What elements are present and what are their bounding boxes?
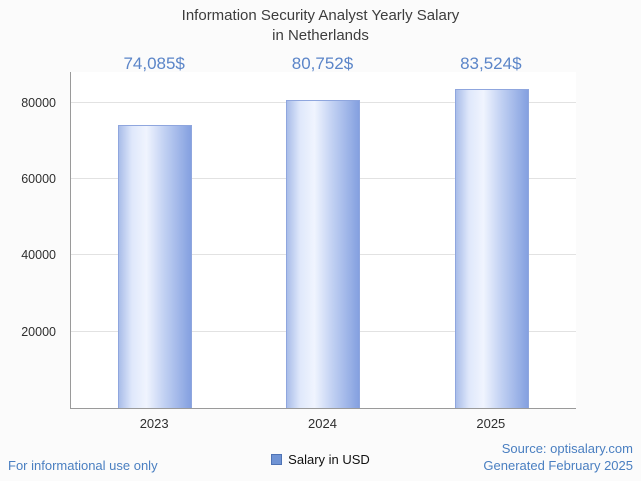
chart-title-line1: Information Security Analyst Yearly Sala…: [181, 7, 460, 24]
legend-label: Salary in USD: [288, 452, 370, 467]
value-label: 83,524$: [460, 54, 522, 73]
y-tick-label: 40000: [21, 248, 56, 263]
y-axis-ticks: 20000 40000 60000 80000: [0, 72, 64, 408]
bar-2024[interactable]: [286, 99, 361, 408]
generated-text: Generated February 2025: [483, 458, 633, 474]
bars: [71, 72, 576, 408]
bar-2023[interactable]: [118, 125, 193, 408]
bar-column: [239, 72, 407, 408]
value-label: 74,085$: [123, 54, 185, 73]
legend: Salary in USD: [0, 452, 641, 467]
x-tick-label: 2025: [476, 416, 506, 431]
plot-area: [70, 72, 576, 409]
source-text[interactable]: Source: optisalary.com: [501, 440, 633, 456]
bar-column: [408, 72, 576, 408]
disclaimer-text: For informational use only: [8, 458, 158, 473]
source-block: Source: optisalary.com Generated Februar…: [483, 440, 633, 475]
bar-column: [71, 72, 239, 408]
value-label: 80,752$: [291, 54, 354, 73]
x-tick-label: 2024: [308, 416, 337, 431]
bar-2025[interactable]: [454, 89, 529, 408]
value-labels: 74,085$ 80,752$ 83,524$: [70, 54, 575, 74]
x-tick-label: 2023: [139, 416, 169, 431]
y-tick-label: 60000: [21, 171, 56, 186]
x-axis-labels: 2023 2024 2025: [70, 416, 575, 431]
y-tick-label: 20000: [21, 324, 56, 339]
chart-title: Information Security Analyst Yearly Sala…: [0, 6, 641, 45]
legend-swatch-icon: [271, 454, 283, 465]
y-tick-label: 80000: [21, 95, 56, 110]
chart-title-line2: in Netherlands: [272, 26, 369, 44]
